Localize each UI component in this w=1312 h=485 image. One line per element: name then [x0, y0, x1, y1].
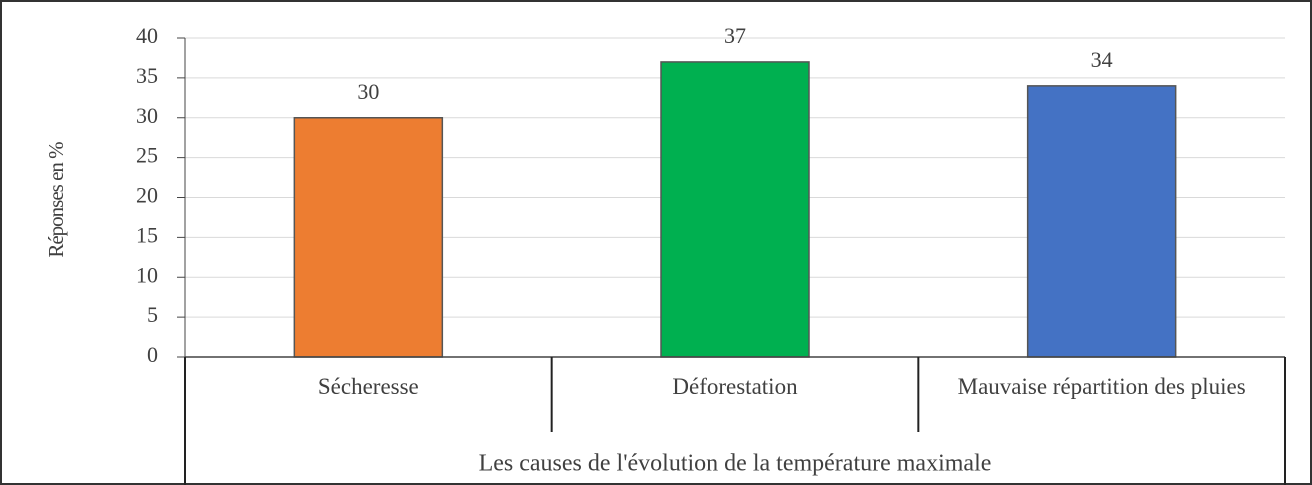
x-tick-label-box: Mauvaise répartition des pluies [957, 374, 1246, 399]
y-tick-label: 0 [147, 342, 158, 367]
y-tick-label: 25 [136, 143, 158, 168]
bar [293, 117, 444, 358]
y-axis-title: Réponses en % [44, 142, 68, 258]
y-tick-label: 35 [136, 63, 158, 88]
y-tick-label: 40 [136, 23, 158, 48]
y-tick-label: 5 [147, 302, 158, 327]
y-tick-label: 10 [136, 262, 158, 287]
data-label: 34 [1091, 47, 1113, 72]
y-tick-label: 30 [136, 103, 158, 128]
x-tick-label-box: Déforestation [672, 374, 798, 399]
data-label: 30 [357, 79, 379, 104]
x-tick-label: Sécheresse [317, 374, 419, 399]
x-tick-label: Mauvaise répartition des pluies [957, 374, 1246, 399]
x-tick-label: Déforestation [672, 374, 798, 399]
x-axis-title: Les causes de l'évolution de la températ… [479, 451, 992, 477]
bar [1026, 85, 1177, 358]
data-label: 37 [724, 23, 746, 48]
y-tick-label: 20 [136, 183, 158, 208]
bar [660, 61, 810, 358]
y-tick-label: 15 [136, 222, 158, 247]
x-tick-label-box: Sécheresse [317, 374, 419, 399]
